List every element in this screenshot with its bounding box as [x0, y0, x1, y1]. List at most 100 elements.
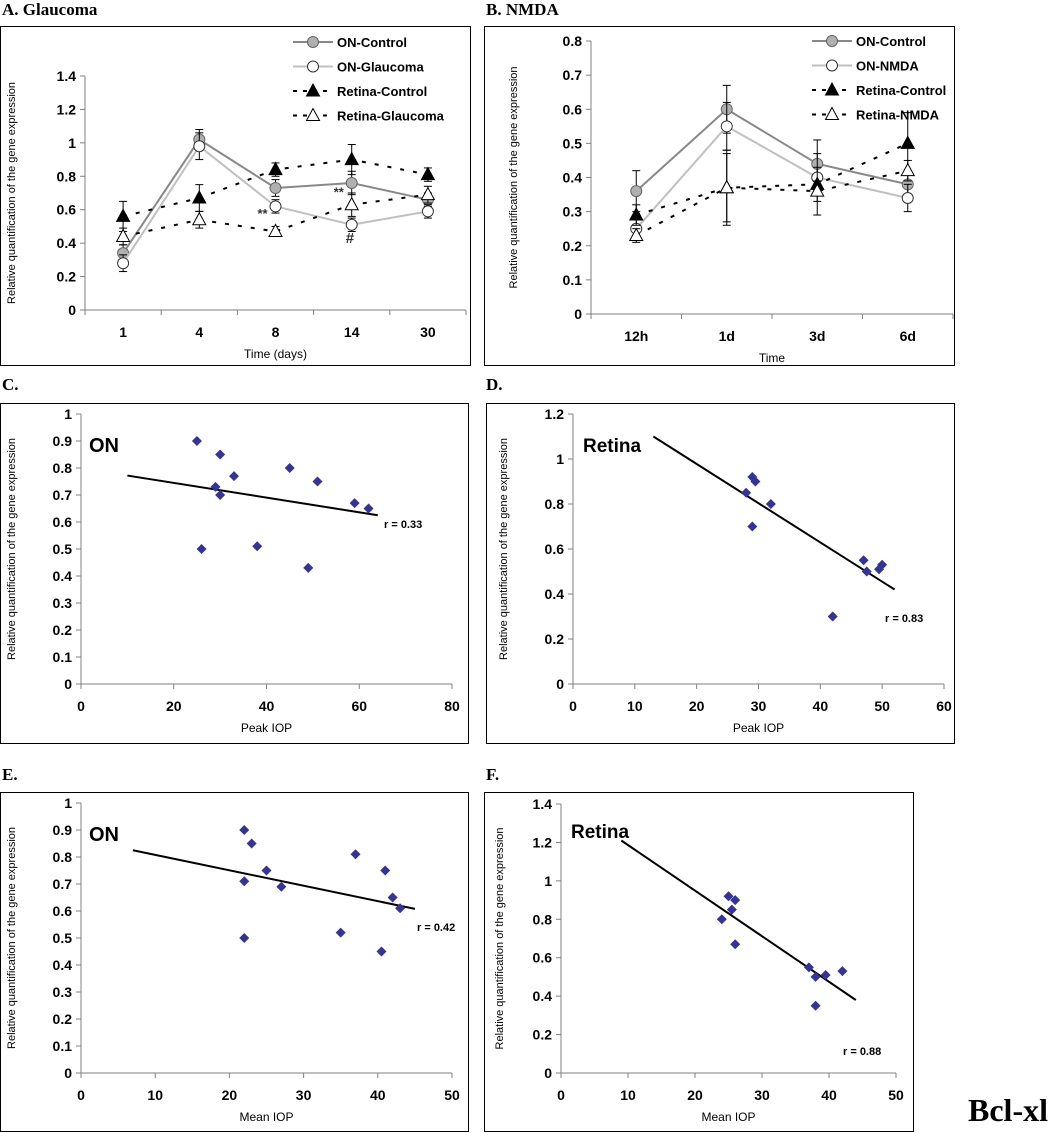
x-axis-title: Time (days): [244, 347, 307, 361]
trendline: [132, 849, 416, 910]
x-tick-label: 3d: [809, 328, 825, 344]
chart-e-svg: 00.10.20.30.40.50.60.70.80.910 10 20 30 40 50…: [6, 795, 460, 1124]
data-point-retina-glaucoma: [344, 196, 360, 211]
inset-label: Retina: [583, 436, 642, 457]
legend-label: Retina-NMDA: [856, 108, 940, 123]
scatter-point: [726, 904, 737, 915]
x-axis-title: Time: [759, 351, 786, 365]
scatter-point: [877, 559, 888, 570]
scatter-point: [239, 933, 250, 943]
x-tick-label: 30: [751, 698, 767, 714]
scatter-point: [215, 490, 226, 500]
series-line-on-control: [635, 108, 908, 192]
trendline: [652, 435, 896, 591]
scatter-point: [284, 463, 295, 473]
panel-c-label: C.: [2, 375, 19, 394]
y-tick-label: 0.8: [57, 168, 77, 184]
chart-f-svg: 0 0.2 0.4 0.6 0.8 1 1.2 1.4 0 10 20 30 40 50 Mean IOP R…: [494, 796, 904, 1124]
data-point-on-control: [269, 181, 282, 194]
y-tick-label: 0.6: [563, 101, 583, 117]
y-tick-label: 0.9: [53, 822, 73, 838]
x-axis-title: Peak IOP: [241, 721, 292, 735]
scatter-point: [723, 891, 734, 902]
scatter-point: [730, 939, 741, 950]
scatter-point: [261, 865, 272, 876]
y-axis-title: Relative quantification of the gene expr…: [498, 438, 510, 660]
inset-label: ON: [89, 435, 119, 457]
x-axis-title: Mean IOP: [239, 1110, 293, 1124]
legend-label: ON-Control: [856, 34, 926, 49]
y-tick-label: 0.4: [53, 957, 73, 973]
y-tick-label: 0.1: [563, 272, 583, 288]
y-tick-label: 0.5: [563, 135, 583, 151]
y-tick-label: 0.3: [563, 204, 583, 220]
legend-label: Retina-Control: [337, 84, 427, 99]
legend-label: Retina-Control: [856, 83, 946, 98]
legend-marker: [824, 106, 840, 120]
x-tick-label: 50: [874, 698, 890, 714]
panel-d-label: D.: [486, 375, 503, 394]
y-tick-label: 0.6: [57, 202, 77, 218]
trendline: [127, 474, 378, 517]
legend-label: ON-Glaucoma: [337, 60, 424, 75]
scatter-point: [349, 498, 360, 509]
chart-b-svg: 0 0.1 0.2 0.3 0.4 0.5 0.6 0.7 0.8 12h 1d 3d 6d Time Re…: [508, 33, 954, 365]
significance-annotation: **: [258, 206, 269, 221]
x-tick-label: 20: [689, 698, 705, 714]
data-point-retina-control: [268, 161, 283, 176]
y-tick-label: 0.4: [53, 568, 73, 584]
data-point-retina-control: [344, 151, 360, 166]
data-point-on-glaucoma: [193, 140, 206, 153]
significance-annotation: #: [346, 230, 355, 247]
y-axis-title: Relative quantification of the gene expr…: [508, 67, 520, 289]
y-tick-label: 0.7: [563, 67, 583, 83]
series-line-on-nmda: [635, 125, 908, 230]
chart-c-svg: 0 0.1 0.2 0.3 0.4 0.5 0.6 0.7 0.8 0.9 1 0 20 40 60 80 Pe…: [6, 406, 460, 735]
legend-label: ON-Control: [337, 35, 407, 50]
y-tick-label: 0.5: [53, 541, 73, 557]
panel-b-label: B. NMDA: [486, 0, 559, 19]
scatter-point: [363, 503, 374, 514]
scatter-point: [716, 914, 727, 925]
x-tick-label: 12h: [624, 328, 648, 344]
scatter-point: [191, 436, 202, 446]
chart-a: 0 0.2 0.4 0.6 0.8 1 1.2 1.4 1 4 8 14 30 Time (days) Re…: [0, 26, 471, 366]
y-tick-label: 0.8: [533, 911, 553, 927]
x-tick-label: 40: [821, 1087, 837, 1103]
data-point-retina-control: [115, 208, 131, 222]
x-tick-label: 10: [147, 1087, 163, 1103]
inset-label: Retina: [571, 822, 630, 843]
y-tick-label: 0: [64, 1065, 72, 1081]
legend-marker: [824, 81, 840, 96]
legend-marker: [826, 35, 838, 47]
legend-marker: [305, 82, 321, 97]
scatter-point: [861, 566, 872, 577]
chart-d-svg: 0 0.2 0.4 0.6 0.8 1 1.2 0 10 20 30 40 50 60 Peak IOP Re…: [498, 406, 952, 735]
x-tick-label: 80: [444, 698, 460, 714]
y-tick-label: 0.3: [53, 595, 73, 611]
x-tick-label: 20: [222, 1087, 238, 1103]
x-tick-label: 50: [888, 1087, 904, 1103]
legend-marker: [307, 36, 319, 48]
y-tick-label: 1.2: [533, 834, 553, 850]
x-tick-label: 40: [259, 698, 275, 714]
correlation-label: r = 0.88: [843, 1046, 881, 1058]
series-line-retina-glaucoma: [122, 193, 429, 238]
scatter-point: [246, 838, 257, 849]
data-point-retina-nmda: [900, 162, 916, 177]
y-tick-label: 1.2: [545, 406, 565, 422]
x-tick-label: 60: [351, 698, 367, 714]
y-tick-label: 0: [68, 302, 76, 318]
data-point-retina-control: [628, 206, 644, 221]
scatter-point: [312, 476, 323, 487]
y-tick-label: 0.7: [53, 487, 73, 503]
y-tick-label: 0.8: [53, 849, 73, 865]
y-tick-label: 0: [556, 676, 564, 692]
panel-a-label: A. Glaucoma: [2, 0, 98, 19]
scatter-point: [730, 895, 741, 906]
y-tick-label: 0.2: [53, 1011, 73, 1027]
gene-label: Bcl-xl: [968, 1092, 1048, 1128]
data-point-retina-control: [191, 189, 207, 204]
scatter-point: [210, 481, 221, 492]
y-tick-label: 1: [68, 135, 76, 151]
